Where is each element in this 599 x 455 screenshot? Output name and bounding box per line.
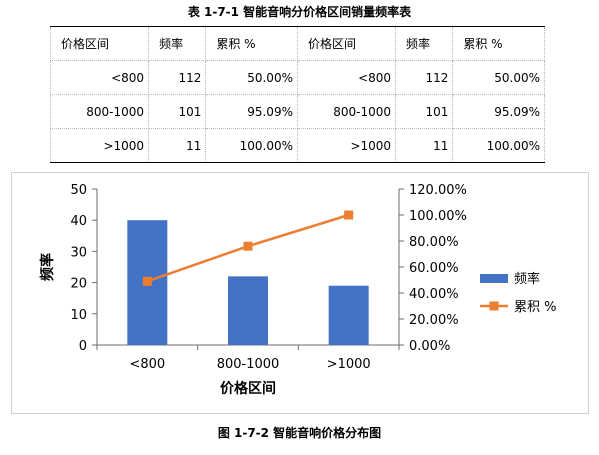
y2-tick-label: 0.00%	[409, 339, 450, 354]
header-cell: 频率	[395, 26, 454, 61]
table-cell: 101	[148, 94, 207, 129]
table-cell: 50.00%	[452, 60, 545, 95]
y-tick-label: 10	[70, 308, 87, 323]
y2-tick-label: 120.00%	[409, 183, 467, 198]
bar	[228, 276, 268, 345]
x-tick-label: >1000	[327, 357, 371, 372]
table-row: 800-1000 101 95.09% 800-1000 101 95.09%	[49, 94, 545, 129]
header-cell: 价格区间	[297, 26, 397, 61]
legend-swatch-bar	[480, 274, 508, 283]
header-cell: 价格区间	[49, 26, 150, 61]
legend-label: 累积 %	[514, 300, 557, 315]
table-cell: 800-1000	[49, 94, 150, 129]
table-cell: >1000	[49, 128, 150, 163]
table-cell: 112	[395, 60, 454, 95]
table-cell: 101	[395, 94, 454, 129]
y-tick-label: 30	[70, 245, 87, 260]
line-point	[142, 276, 152, 286]
table-cell: 100.00%	[205, 128, 298, 163]
y2-tick-label: 40.00%	[409, 287, 459, 302]
legend-swatch-marker	[489, 301, 499, 311]
table-caption: 表 1-7-1 智能音响分价格区间销量频率表	[187, 5, 412, 19]
chart-caption: 图 1-7-2 智能音响价格分布图	[217, 426, 382, 440]
table-cell: 112	[148, 60, 207, 95]
y2-tick-label: 100.00%	[409, 209, 467, 224]
table-row: >1000 11 100.00% >1000 11 100.00%	[49, 128, 545, 163]
header-cell: 累积 %	[452, 26, 545, 61]
x-axis-title: 价格区间	[220, 380, 276, 397]
table-header-row: 价格区间 频率 累积 % 价格区间 频率 累积 %	[49, 26, 545, 61]
table-cell: 11	[148, 128, 207, 163]
line-point	[344, 210, 354, 220]
table-cell: 95.09%	[452, 94, 545, 129]
y2-tick-label: 20.00%	[409, 313, 459, 328]
y-tick-label: 50	[70, 183, 87, 198]
y-tick-label: 20	[70, 277, 87, 292]
legend-label: 频率	[514, 271, 540, 287]
header-cell: 累积 %	[205, 26, 298, 61]
frequency-table: 价格区间 频率 累积 % 价格区间 频率 累积 % <800 112 50.00…	[49, 26, 545, 163]
y2-tick-label: 60.00%	[409, 261, 459, 276]
table-cell: >1000	[297, 128, 397, 163]
table-cell: 95.09%	[205, 94, 298, 129]
y-tick-label: 0	[79, 339, 87, 354]
y2-tick-label: 80.00%	[409, 235, 459, 250]
table-cell: <800	[297, 60, 397, 95]
x-tick-label: <800	[129, 357, 165, 372]
table-cell: <800	[49, 60, 150, 95]
bar	[328, 285, 369, 345]
header-cell: 频率	[148, 26, 207, 61]
chart-container: 0 10 20 30 40 50 0.00% 20.00% 40.00% 60.00% 80.00%…	[11, 172, 589, 414]
table-row: <800 112 50.00% <800 112 50.00%	[49, 60, 545, 95]
x-tick-label: 800-1000	[217, 357, 280, 372]
table-cell: 50.00%	[205, 60, 298, 95]
y-tick-label: 40	[70, 214, 87, 229]
table-cell: 100.00%	[452, 128, 545, 163]
table-cell: 800-1000	[297, 94, 397, 129]
pareto-chart: 0 10 20 30 40 50 0.00% 20.00% 40.00% 60.00% 80.00%…	[39, 183, 557, 397]
line-point	[243, 241, 253, 251]
table-cell: 11	[395, 128, 454, 163]
y-axis-title: 频率	[39, 253, 56, 281]
